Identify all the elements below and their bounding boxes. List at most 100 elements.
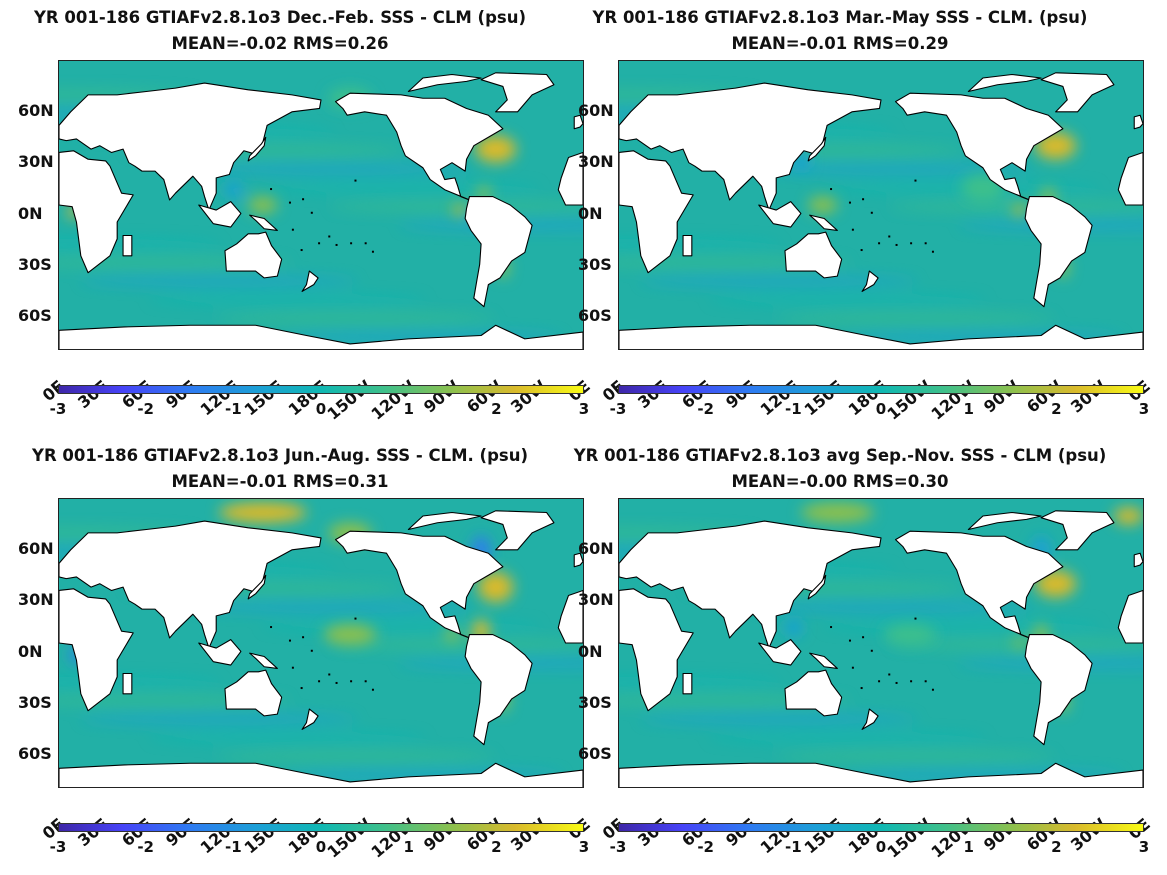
land-japan [807, 136, 827, 162]
land-greenland [1040, 510, 1115, 551]
colorbar-tick-label: 3 [1138, 400, 1150, 418]
colorbar-tick-label: 1 [963, 400, 974, 418]
land-uk [573, 552, 583, 568]
island [860, 687, 863, 690]
salinity-anomaly [1113, 507, 1143, 525]
longitude-label: 30E [73, 814, 112, 851]
longitude-label: 150E [240, 376, 287, 420]
panel-title: YR 001-186 GTIAFv2.8.1o3 avg Sep.-Nov. S… [573, 446, 1107, 465]
latitude-label: 60S [578, 743, 612, 763]
land-africa [619, 588, 694, 712]
longitude-label: 30E [633, 376, 672, 413]
land-africa-west [557, 151, 583, 206]
island [830, 188, 833, 191]
land-japan [807, 574, 827, 600]
island [302, 198, 305, 201]
island [371, 688, 374, 691]
colorbar-tick-label: -2 [137, 838, 154, 856]
colorbar-tick-label: -2 [697, 400, 714, 418]
anomaly-band [193, 163, 473, 176]
island [291, 666, 294, 669]
latitude-label: 60N [18, 539, 54, 559]
salinity-anomaly [248, 196, 278, 214]
island [350, 242, 353, 245]
anomaly-band [148, 731, 427, 744]
anomaly-band [821, 182, 1101, 195]
colorbar-tick-label: 3 [578, 838, 590, 856]
latitude-label: 60N [18, 101, 54, 121]
land-greenland [480, 510, 555, 551]
salinity-anomaly [800, 502, 874, 523]
salinity-anomaly [883, 624, 937, 645]
island [870, 649, 873, 652]
colorbar-tick-label: 2 [491, 400, 502, 418]
colorbar-tick-label: -3 [609, 838, 627, 856]
panel-title: YR 001-186 GTIAFv2.8.1o3 Mar.-May SSS - … [592, 8, 1088, 27]
island [371, 250, 374, 253]
land-antarctica [59, 762, 583, 787]
island [335, 243, 338, 246]
colorbar-tick-label: -3 [49, 838, 67, 856]
island [364, 680, 367, 683]
land-madagascar [682, 234, 693, 257]
anomaly-band [821, 620, 1101, 633]
land-new-guinea [809, 214, 838, 231]
colorbar [618, 823, 1144, 832]
island [300, 249, 303, 252]
panel-stats: MEAN=-0.01 RMS=0.31 [171, 472, 389, 491]
island [300, 687, 303, 690]
island [318, 680, 321, 683]
salinity-anomaly [478, 571, 514, 603]
island [270, 188, 273, 191]
longitude-label: 30W [1067, 814, 1110, 855]
island [910, 680, 913, 683]
island [878, 680, 881, 683]
island [888, 235, 891, 238]
longitude-label: 90W [419, 376, 463, 417]
land-arctic-islands [407, 511, 482, 531]
colorbar-tick-label: 3 [578, 400, 590, 418]
island [288, 639, 291, 642]
anomaly-band [639, 275, 919, 288]
salinity-map [58, 60, 584, 350]
land-indonesia [758, 639, 802, 666]
land-south-america [1024, 634, 1093, 746]
land-south-america [464, 634, 533, 746]
anomaly-band [79, 713, 359, 726]
longitude-label: 150E [800, 376, 847, 420]
map-panel-djf: YR 001-186 GTIAFv2.8.1o3 Dec.-Feb. SSS -… [0, 0, 594, 430]
anomaly-band [148, 293, 427, 306]
land-uk [573, 114, 583, 130]
longitude-label: 30W [1067, 376, 1110, 417]
latitude-label: 30N [578, 590, 614, 610]
salinity-map [58, 498, 584, 788]
colorbar-tick-label: -3 [609, 400, 627, 418]
latitude-label: 0N [578, 641, 603, 661]
island [860, 249, 863, 252]
latitude-label: 30S [578, 254, 612, 274]
longitude-label: 90W [979, 376, 1023, 417]
salinity-anomaly [808, 196, 838, 214]
land-new-zealand [301, 270, 319, 292]
island [914, 179, 917, 182]
anomaly-band [216, 312, 496, 325]
land-australia [224, 669, 283, 717]
salinity-map [618, 60, 1144, 350]
land-africa [619, 150, 694, 274]
salinity-anomaly [224, 181, 243, 199]
colorbar-tick-label: 1 [403, 838, 414, 856]
colorbar-tick-label: -1 [224, 838, 242, 856]
longitude-label: 30W [507, 376, 550, 417]
colorbar [618, 385, 1144, 394]
salinity-anomaly [453, 205, 466, 216]
colorbar-tick-label: 3 [1138, 838, 1150, 856]
anomaly-band [193, 601, 473, 614]
island [931, 250, 934, 253]
colorbar [58, 823, 584, 832]
island [895, 681, 898, 684]
latitude-label: 30S [18, 254, 52, 274]
island [914, 617, 917, 620]
land-madagascar [122, 672, 133, 695]
island [924, 242, 927, 245]
island [270, 626, 273, 629]
